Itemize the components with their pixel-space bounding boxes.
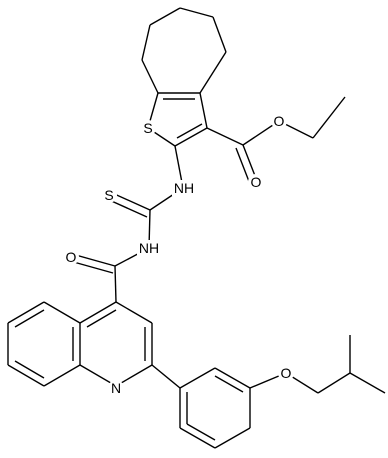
bonds — [7, 7, 386, 449]
atom-label: O — [66, 249, 77, 265]
atom-label: NH — [139, 240, 159, 256]
atom-label: S — [143, 120, 152, 136]
atom-label: O — [281, 365, 292, 381]
atom-label: N — [111, 380, 121, 396]
atom-label: S — [104, 187, 113, 203]
atom-labels: S NH S NH O N O O O — [63, 113, 294, 396]
atom-label: O — [274, 113, 285, 129]
atom-label: O — [251, 174, 262, 190]
atom-label: NH — [174, 180, 194, 196]
